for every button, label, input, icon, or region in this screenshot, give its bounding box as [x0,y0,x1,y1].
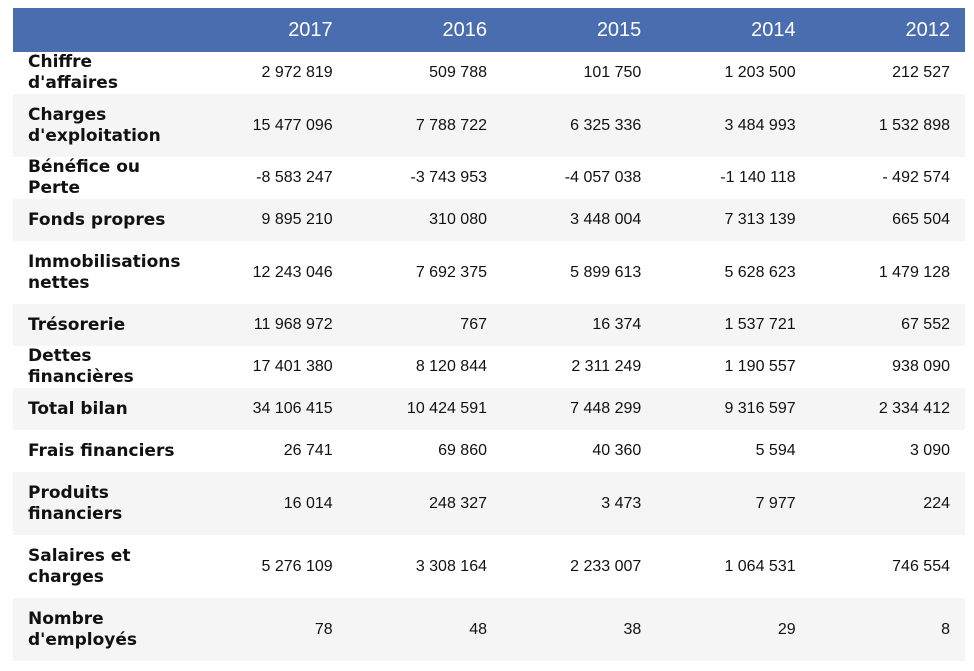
value-cell: -1 140 118 [720,169,796,186]
table-row: Chiffre d'affaires 2 972 819 509 788 101 75… [13,52,965,94]
value-cell: 7 448 299 [570,400,642,417]
value-cell: 7 977 [755,494,796,512]
value-cell: 1 203 500 [724,64,796,81]
value-cell: 5 899 613 [570,263,642,281]
value-cell: 1 532 898 [878,116,950,134]
value-cell: 16 374 [592,316,642,333]
value-cell: 48 [469,620,487,638]
row-label: Bénéfice ou Perte [28,157,141,198]
table-row: Salaires et charges 5 276 109 3 308 164 2 2… [13,535,965,598]
row-label: Frais financiers [28,440,175,461]
value-cell: 7 692 375 [415,263,487,281]
value-cell: 15 477 096 [252,116,333,134]
row-label: Nombre d'employés [28,608,138,650]
value-cell: -8 583 247 [256,169,333,186]
value-cell: 3 090 [909,442,950,459]
value-cell: 7 788 722 [415,116,487,134]
financial-table-container: 2017 2016 2015 2014 2012 Chiffre d'affai… [13,8,965,661]
value-cell: -4 057 038 [564,169,642,186]
value-cell: 11 968 972 [253,316,333,333]
value-cell: 7 313 139 [724,211,796,228]
value-cell: 3 448 004 [570,211,642,228]
value-cell: 34 106 415 [252,400,333,417]
value-cell: 3 484 993 [724,116,796,134]
row-label: Trésorerie [28,314,126,335]
row-label: Charges d'exploitation [28,104,161,146]
table-row: Bénéfice ou Perte -8 583 247 -3 743 953 -4 … [13,157,965,199]
value-cell: 509 788 [429,64,487,81]
value-cell: 10 424 591 [406,400,487,417]
value-cell: 2 233 007 [570,557,642,575]
table-row: Total bilan 34 106 415 10 424 591 7 448 299… [13,388,965,430]
value-cell: 1 537 721 [724,316,796,333]
table-body: Chiffre d'affaires 2 972 819 509 788 101 75… [13,52,965,661]
table-header: 2017 2016 2015 2014 2012 [13,8,965,52]
value-cell: 212 527 [892,64,950,81]
row-label: Dettes financières [28,346,134,387]
value-cell: 1 190 557 [724,358,796,375]
value-cell: 29 [777,620,796,638]
value-cell: 665 504 [892,211,950,228]
header-cell-label [13,8,193,52]
value-cell: 26 741 [283,442,333,459]
row-label: Immobilisations nettes [28,251,181,293]
header-cell-2016: 2016 [442,18,488,41]
value-cell: 40 360 [592,442,642,459]
value-cell: 12 243 046 [252,263,333,281]
value-cell: 2 334 412 [878,400,950,417]
table-row: Immobilisations nettes 12 243 046 7 692 37… [13,241,965,304]
header-cell-2015: 2015 [596,18,642,41]
value-cell: 5 594 [755,442,796,459]
value-cell: 767 [460,316,487,333]
value-cell: 224 [923,494,950,512]
value-cell: 8 120 844 [415,358,487,375]
value-cell: 5 628 623 [724,263,796,281]
value-cell: 101 750 [583,64,642,81]
header-cell-2012: 2012 [905,18,951,41]
value-cell: 310 080 [429,211,487,228]
row-label: Salaires et charges [28,545,131,587]
value-cell: 67 552 [901,316,950,333]
value-cell: 2 972 819 [261,64,333,81]
value-cell: 16 014 [283,494,333,512]
row-label: Fonds propres [28,209,166,230]
value-cell: 2 311 249 [571,358,642,375]
value-cell: 9 316 597 [724,400,796,417]
value-cell: - 492 574 [882,169,950,186]
table-row: Nombre d'employés 78 48 38 29 8 [13,598,965,661]
table-row: Charges d'exploitation 15 477 096 7 788 72… [13,94,965,157]
value-cell: 248 327 [429,494,487,512]
table-row: Dettes financières 17 401 380 8 120 844 2 3… [13,346,965,388]
row-label: Total bilan [28,398,128,419]
value-cell: 9 895 210 [261,211,333,228]
table-row: Fonds propres 9 895 210 310 080 3 448 004 7 … [13,199,965,241]
value-cell: 5 276 109 [261,557,333,575]
table-row: Trésorerie 11 968 972 767 16 374 1 537 721 67… [13,304,965,346]
header-row: 2017 2016 2015 2014 2012 [13,8,965,52]
value-cell: 6 325 336 [570,116,642,134]
value-cell: 3 473 [601,494,642,512]
value-cell: 69 860 [438,442,487,459]
value-cell: 17 401 380 [252,358,333,375]
row-label: Chiffre d'affaires [28,52,118,93]
value-cell: 78 [314,620,333,638]
value-cell: 1 479 128 [878,263,950,281]
value-cell: 38 [623,620,642,638]
value-cell: -3 743 953 [410,169,487,186]
value-cell: 938 090 [892,358,950,375]
row-label: Produits financiers [28,482,123,524]
header-cell-2017: 2017 [288,18,333,41]
table-row: Frais financiers 26 741 69 860 40 360 5 594 3… [13,430,965,472]
financial-table: 2017 2016 2015 2014 2012 Chiffre d'affai… [13,8,965,661]
header-cell-2014: 2014 [751,18,796,41]
value-cell: 1 064 531 [724,557,796,575]
value-cell: 8 [941,620,950,638]
value-cell: 746 554 [892,557,950,575]
table-row: Produits financiers 16 014 248 327 3 473 7 9… [13,472,965,535]
value-cell: 3 308 164 [415,557,487,575]
